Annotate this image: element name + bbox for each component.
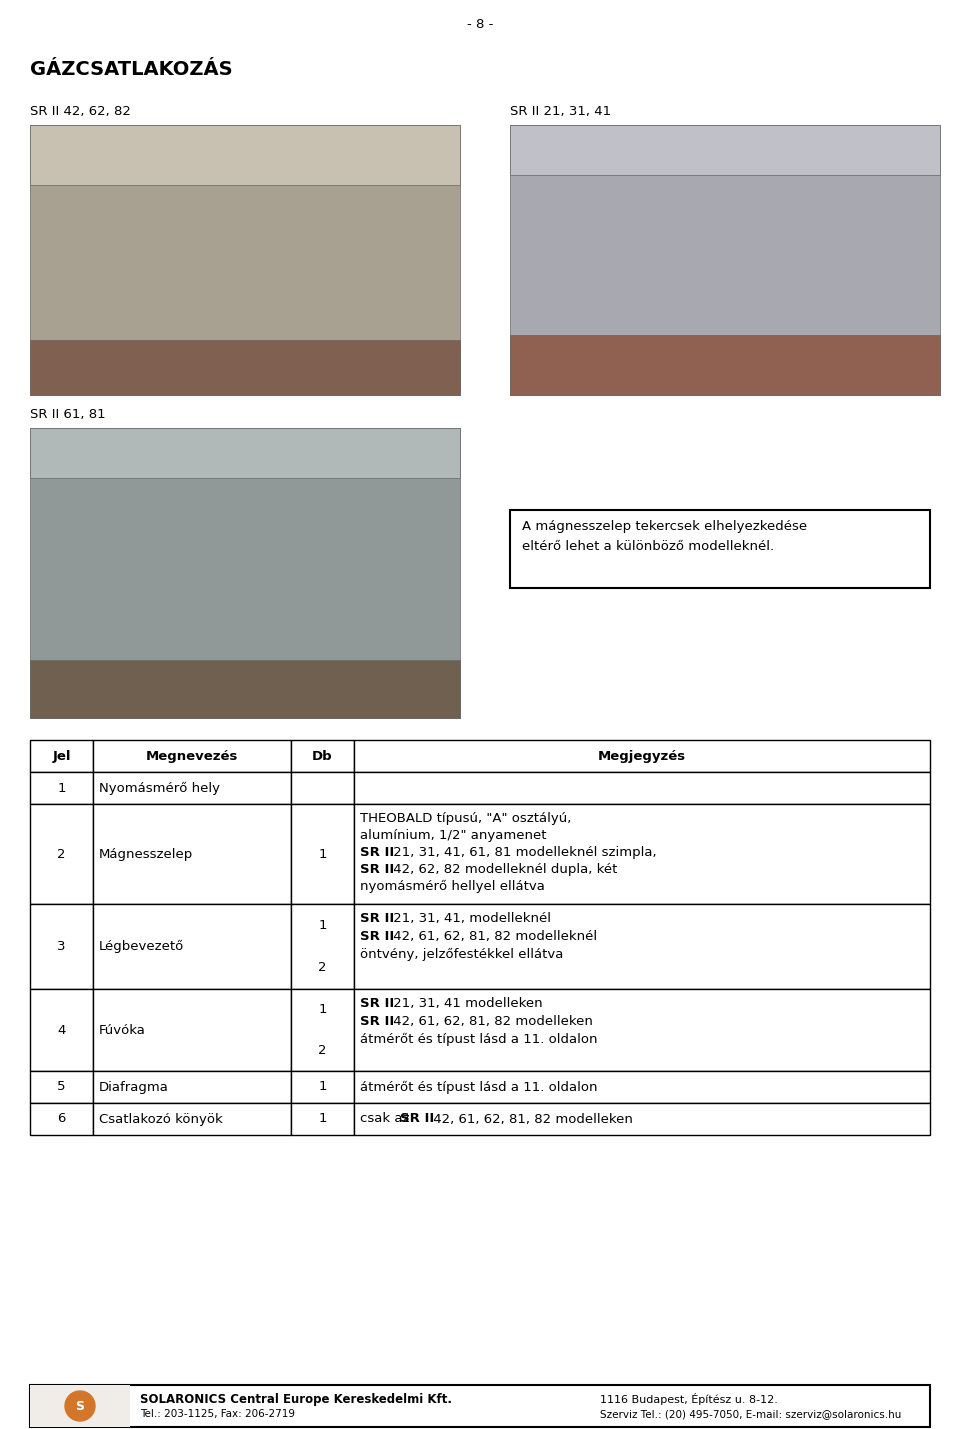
Bar <box>354 740 930 772</box>
Text: SR II: SR II <box>360 997 395 1010</box>
Bar <box>30 124 460 184</box>
Bar <box>93 1103 291 1135</box>
Bar <box>510 510 930 587</box>
Bar <box>93 1070 291 1103</box>
Text: SOLARONICS Central Europe Kereskedelmi Kft.: SOLARONICS Central Europe Kereskedelmi K… <box>140 1393 452 1406</box>
Text: SR II 61, 81: SR II 61, 81 <box>30 409 106 422</box>
Text: - 8 -: - 8 - <box>467 19 493 31</box>
Text: 42, 61, 62, 81, 82 modelleken: 42, 61, 62, 81, 82 modelleken <box>389 1015 593 1027</box>
Bar <box>30 340 460 394</box>
Bar <box>354 772 930 805</box>
Text: 6: 6 <box>58 1113 65 1126</box>
Text: Fúvóka: Fúvóka <box>99 1023 146 1036</box>
Text: 4: 4 <box>58 1023 65 1036</box>
Bar <box>30 1385 130 1428</box>
Bar <box>93 772 291 805</box>
Text: Mágnesszelep: Mágnesszelep <box>99 847 193 860</box>
Text: 21, 31, 41 modelleken: 21, 31, 41 modelleken <box>389 997 542 1010</box>
Text: SR II: SR II <box>360 846 395 859</box>
Bar <box>354 1103 930 1135</box>
Bar <box>510 124 940 174</box>
Bar <box>30 740 93 772</box>
Text: 21, 31, 41, 61, 81 modelleknél szimpla,: 21, 31, 41, 61, 81 modelleknél szimpla, <box>389 846 657 859</box>
Bar <box>30 124 460 394</box>
Text: Szerviz Tel.: (20) 495-7050, E-mail: szerviz@solaronics.hu: Szerviz Tel.: (20) 495-7050, E-mail: sze… <box>600 1409 901 1419</box>
Bar <box>93 740 291 772</box>
Bar <box>30 805 93 905</box>
Text: SR II: SR II <box>360 912 395 925</box>
Bar <box>93 989 291 1070</box>
Bar <box>510 124 940 394</box>
Text: 5: 5 <box>58 1080 65 1093</box>
Bar <box>354 1070 930 1103</box>
Text: 1: 1 <box>319 1080 326 1093</box>
Text: Tel.: 203-1125, Fax: 206-2719: Tel.: 203-1125, Fax: 206-2719 <box>140 1409 295 1419</box>
Text: SR II: SR II <box>360 1015 395 1027</box>
Text: Db: Db <box>312 749 333 763</box>
Text: A mágnesszelep tekercsek elhelyezkedése: A mágnesszelep tekercsek elhelyezkedése <box>522 520 807 533</box>
Bar <box>291 989 354 1070</box>
Text: 1: 1 <box>319 1003 326 1016</box>
Text: öntvény, jelzőfestékkel ellátva: öntvény, jelzőfestékkel ellátva <box>360 947 564 962</box>
Text: Megnevezés: Megnevezés <box>146 749 238 763</box>
Text: 1116 Budapest, Építész u. 8-12.: 1116 Budapest, Építész u. 8-12. <box>600 1393 778 1405</box>
Text: Légbevezető: Légbevezető <box>99 940 184 953</box>
Text: 42, 61, 62, 81, 82 modelleknél: 42, 61, 62, 81, 82 modelleknél <box>389 930 597 943</box>
Text: 2: 2 <box>319 1045 326 1057</box>
Text: Megjegyzés: Megjegyzés <box>598 749 686 763</box>
Bar <box>30 905 93 989</box>
Bar <box>291 1103 354 1135</box>
Bar <box>93 905 291 989</box>
Bar <box>30 1103 93 1135</box>
Text: nyomásmérő hellyel ellátva: nyomásmérő hellyel ellátva <box>360 880 545 893</box>
Text: 1: 1 <box>319 1113 326 1126</box>
Text: SR II: SR II <box>400 1113 434 1126</box>
Text: 42, 61, 62, 81, 82 modelleken: 42, 61, 62, 81, 82 modelleken <box>429 1113 633 1126</box>
Bar <box>291 805 354 905</box>
Bar <box>291 772 354 805</box>
Bar <box>291 905 354 989</box>
Text: 1: 1 <box>58 782 65 795</box>
Bar <box>30 429 460 477</box>
Text: SR II: SR II <box>360 863 395 876</box>
Text: eltérő lehet a különböző modelleknél.: eltérő lehet a különböző modelleknél. <box>522 540 774 553</box>
Text: S: S <box>76 1399 84 1412</box>
Circle shape <box>65 1390 95 1420</box>
Text: 2: 2 <box>319 962 326 975</box>
Bar <box>354 805 930 905</box>
Bar <box>30 989 93 1070</box>
Text: SR II 21, 31, 41: SR II 21, 31, 41 <box>510 104 612 119</box>
Bar <box>354 905 930 989</box>
Bar <box>30 772 93 805</box>
Text: átmérőt és típust lásd a 11. oldalon: átmérőt és típust lásd a 11. oldalon <box>360 1080 597 1093</box>
Text: átmérőt és típust lásd a 11. oldalon: átmérőt és típust lásd a 11. oldalon <box>360 1033 597 1046</box>
Text: 42, 62, 82 modelleknél dupla, két: 42, 62, 82 modelleknél dupla, két <box>389 863 617 876</box>
Text: Diafragma: Diafragma <box>99 1080 169 1093</box>
Bar <box>30 429 460 717</box>
Text: GÁZCSATLAKOZÁS: GÁZCSATLAKOZÁS <box>30 60 232 79</box>
Bar <box>30 1385 930 1428</box>
Bar <box>30 660 460 717</box>
Bar <box>291 740 354 772</box>
Text: 2: 2 <box>58 847 65 860</box>
Text: alumínium, 1/2" anyamenet: alumínium, 1/2" anyamenet <box>360 829 546 842</box>
Bar <box>30 1070 93 1103</box>
Bar <box>291 1070 354 1103</box>
Text: SR II 42, 62, 82: SR II 42, 62, 82 <box>30 104 131 119</box>
Text: 1: 1 <box>319 919 326 932</box>
Text: THEOBALD típusú, "A" osztályú,: THEOBALD típusú, "A" osztályú, <box>360 812 571 825</box>
Text: csak az: csak az <box>360 1113 414 1126</box>
Text: SR II: SR II <box>360 930 395 943</box>
Text: Nyomásmérő hely: Nyomásmérő hely <box>99 782 220 795</box>
Bar <box>93 805 291 905</box>
Bar <box>510 334 940 394</box>
Text: 1: 1 <box>319 847 326 860</box>
Text: 21, 31, 41, modelleknél: 21, 31, 41, modelleknél <box>389 912 551 925</box>
Text: 3: 3 <box>58 940 65 953</box>
Text: Jel: Jel <box>52 749 71 763</box>
Text: Csatlakozó könyök: Csatlakozó könyök <box>99 1113 223 1126</box>
Bar <box>354 989 930 1070</box>
